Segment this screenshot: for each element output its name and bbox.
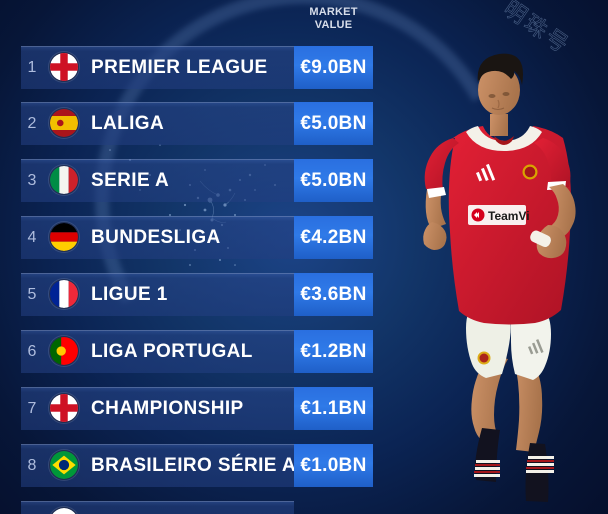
svg-text:TeamVi: TeamVi	[488, 209, 530, 223]
